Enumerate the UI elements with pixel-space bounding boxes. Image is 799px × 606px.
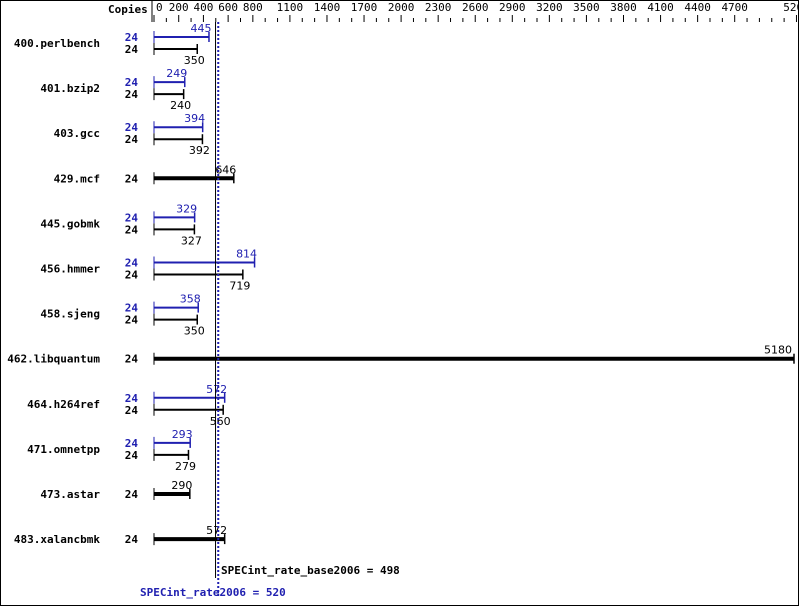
benchmark-label: 462.libquantum	[7, 353, 100, 366]
x-tick-label: 1100	[277, 1, 304, 14]
x-tick-label: 1400	[314, 1, 341, 14]
base-value-label: 5180	[764, 344, 792, 357]
peak-metric-label: SPECint_rate2006 = 520	[140, 586, 286, 599]
peak-copies: 24	[125, 211, 139, 224]
copies-header: Copies	[108, 3, 148, 16]
base-copies: 24	[125, 269, 139, 282]
x-tick-label: 0	[156, 1, 163, 14]
peak-copies: 24	[125, 121, 139, 134]
base-copies: 24	[125, 88, 139, 101]
x-tick-label: 5200	[783, 1, 799, 14]
peak-value-label: 445	[190, 22, 211, 35]
base-value-label: 719	[229, 280, 250, 293]
benchmark-label: 400.perlbench	[14, 37, 100, 50]
base-copies: 24	[125, 449, 139, 462]
base-copies: 24	[125, 133, 139, 146]
x-tick-label: 2300	[425, 1, 452, 14]
x-tick-label: 3200	[536, 1, 563, 14]
x-tick-label: 600	[218, 1, 238, 14]
peak-value-label: 293	[172, 428, 193, 441]
benchmark-label: 464.h264ref	[27, 398, 100, 411]
benchmark-label: 473.astar	[40, 488, 100, 501]
x-tick-label: 2900	[499, 1, 526, 14]
base-value-label: 327	[181, 234, 202, 247]
benchmark-label: 401.bzip2	[40, 82, 100, 95]
peak-copies: 24	[125, 257, 139, 270]
x-tick-label: 4100	[647, 1, 674, 14]
peak-value-label: 249	[166, 67, 187, 80]
base-copies: 24	[125, 172, 139, 185]
x-tick-label: 800	[243, 1, 263, 14]
benchmark-label: 458.sjeng	[40, 308, 100, 321]
base-value-label: 350	[184, 54, 205, 67]
base-copies: 24	[125, 404, 139, 417]
base-value-label: 279	[175, 460, 196, 473]
peak-copies: 24	[125, 392, 139, 405]
base-metric-label: SPECint_rate_base2006 = 498	[221, 564, 400, 577]
base-copies: 24	[125, 223, 139, 236]
base-copies: 24	[125, 533, 139, 546]
benchmark-label: 471.omnetpp	[27, 443, 100, 456]
peak-value-label: 358	[180, 293, 201, 306]
benchmark-label: 403.gcc	[54, 127, 100, 140]
base-value-label: 646	[215, 163, 236, 176]
benchmark-label: 456.hmmer	[40, 263, 100, 276]
benchmark-label: 445.gobmk	[40, 217, 100, 230]
x-tick-label: 400	[193, 1, 213, 14]
x-tick-label: 3800	[610, 1, 637, 14]
peak-value-label: 814	[236, 248, 257, 261]
base-value-label: 290	[171, 479, 192, 492]
peak-copies: 24	[125, 31, 139, 44]
base-value-label: 350	[184, 325, 205, 338]
base-value-label: 560	[210, 415, 231, 428]
benchmark-label: 429.mcf	[54, 172, 100, 185]
peak-value-label: 572	[206, 383, 227, 396]
x-tick-label: 4700	[721, 1, 748, 14]
peak-value-label: 329	[176, 202, 197, 215]
x-tick-label: 3500	[573, 1, 600, 14]
base-copies: 24	[125, 43, 139, 56]
x-tick-label: 4400	[684, 1, 711, 14]
x-tick-label: 2000	[388, 1, 415, 14]
peak-copies: 24	[125, 302, 139, 315]
base-copies: 24	[125, 353, 139, 366]
benchmark-label: 483.xalancbmk	[14, 533, 100, 546]
peak-copies: 24	[125, 437, 139, 450]
base-value-label: 240	[170, 99, 191, 112]
base-value-label: 392	[189, 144, 210, 157]
x-tick-label: 2600	[462, 1, 489, 14]
base-copies: 24	[125, 314, 139, 327]
x-tick-label: 200	[169, 1, 189, 14]
peak-value-label: 394	[184, 112, 205, 125]
peak-copies: 24	[125, 76, 139, 89]
base-copies: 24	[125, 488, 139, 501]
x-tick-label: 1700	[351, 1, 378, 14]
base-value-label: 572	[206, 524, 227, 537]
